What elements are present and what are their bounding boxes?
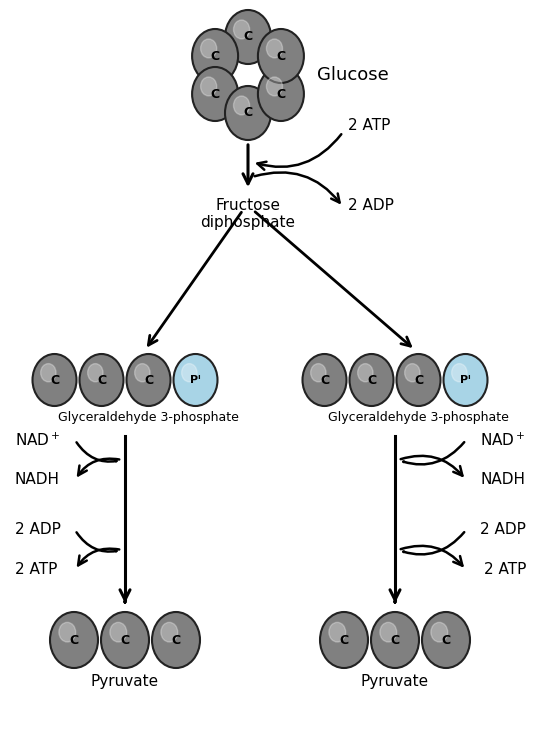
Ellipse shape [358,364,373,382]
Text: C: C [441,633,451,647]
Ellipse shape [405,364,420,382]
Text: Pyruvate: Pyruvate [91,674,159,689]
Text: Glucose: Glucose [317,66,389,84]
Ellipse shape [258,29,304,83]
Ellipse shape [422,612,470,668]
Ellipse shape [101,612,149,668]
Ellipse shape [329,623,346,642]
Text: 2 ADP: 2 ADP [15,523,61,538]
Ellipse shape [452,364,467,382]
Text: 2 ATP: 2 ATP [15,562,57,578]
Text: NADH: NADH [481,472,526,487]
Ellipse shape [201,39,217,58]
Text: Pᴵ: Pᴵ [190,375,201,385]
Ellipse shape [80,354,123,406]
Ellipse shape [431,623,448,642]
Ellipse shape [349,354,393,406]
Text: C: C [276,50,286,62]
Text: C: C [69,633,78,647]
Ellipse shape [444,354,487,406]
Ellipse shape [50,612,98,668]
Text: NAD$^+$: NAD$^+$ [15,432,61,449]
Ellipse shape [110,623,127,642]
Text: C: C [320,374,329,387]
Text: Pᴵ: Pᴵ [460,375,471,385]
Text: C: C [367,374,376,387]
Text: C: C [121,633,129,647]
Ellipse shape [302,354,346,406]
Text: C: C [97,374,106,387]
Text: NADH: NADH [15,472,60,487]
Ellipse shape [258,67,304,121]
Text: C: C [50,374,59,387]
Ellipse shape [234,20,249,39]
Ellipse shape [32,354,76,406]
Text: Fructose
diphosphate: Fructose diphosphate [201,198,295,230]
Text: C: C [391,633,400,647]
Ellipse shape [225,10,271,64]
Text: C: C [243,31,253,44]
Ellipse shape [192,67,238,121]
Text: 2 ATP: 2 ATP [348,117,391,132]
Text: C: C [144,374,153,387]
Ellipse shape [201,77,217,96]
Ellipse shape [266,39,282,58]
Ellipse shape [161,623,177,642]
Text: 2 ADP: 2 ADP [348,198,394,213]
Ellipse shape [192,29,238,83]
Ellipse shape [234,96,249,115]
Text: 2 ADP: 2 ADP [480,523,526,538]
Ellipse shape [88,364,103,382]
Text: C: C [414,374,423,387]
Text: C: C [210,50,220,62]
Text: Glyceraldehyde 3-phosphate: Glyceraldehyde 3-phosphate [328,411,509,424]
Text: C: C [210,87,220,101]
Ellipse shape [225,86,271,140]
Text: Pyruvate: Pyruvate [361,674,429,689]
Ellipse shape [127,354,170,406]
Ellipse shape [41,364,56,382]
Ellipse shape [320,612,368,668]
Ellipse shape [182,364,197,382]
Text: Glyceraldehyde 3-phosphate: Glyceraldehyde 3-phosphate [58,411,239,424]
Ellipse shape [371,612,419,668]
Text: C: C [276,87,286,101]
Ellipse shape [397,354,440,406]
Ellipse shape [152,612,200,668]
Ellipse shape [380,623,397,642]
Ellipse shape [311,364,326,382]
Ellipse shape [174,354,217,406]
Ellipse shape [266,77,282,96]
Text: C: C [339,633,348,647]
Text: NAD$^+$: NAD$^+$ [480,432,526,449]
Text: 2 ATP: 2 ATP [484,562,526,578]
Text: C: C [243,107,253,120]
Text: C: C [171,633,181,647]
Ellipse shape [59,623,76,642]
Ellipse shape [135,364,150,382]
